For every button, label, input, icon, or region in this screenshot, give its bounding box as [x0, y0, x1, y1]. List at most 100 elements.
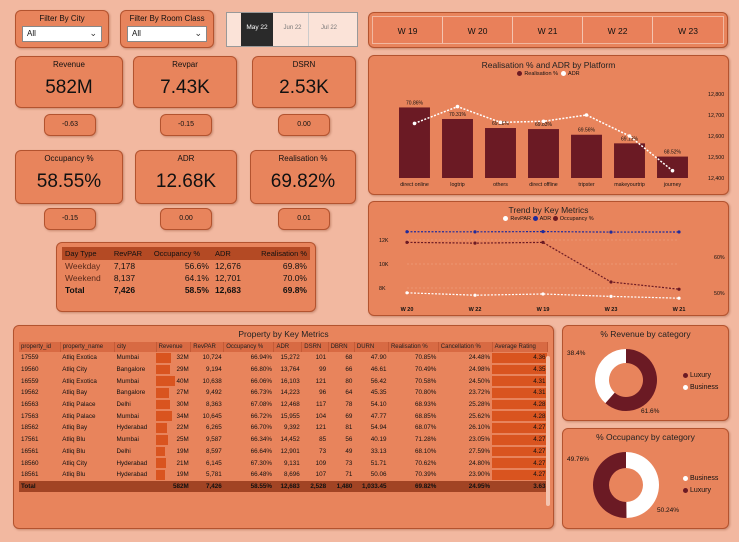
kpi-realisation-delta: 0.01 [278, 208, 330, 230]
column-header[interactable]: Cancellation % [438, 342, 493, 352]
data-bar [156, 446, 166, 457]
pie-slice[interactable] [626, 452, 659, 518]
table-row[interactable]: 16561 Atliq Blu Delhi 19M 8,597 66.64% 12,901 7… [19, 446, 548, 458]
week-w21[interactable]: W 21 [513, 17, 583, 43]
adr-point[interactable] [455, 104, 460, 109]
table-cell: 58.55% [223, 480, 274, 493]
month-jun[interactable]: Jun 22 [277, 13, 309, 46]
table-cell: 2,528 [301, 480, 329, 493]
series-point[interactable] [541, 230, 545, 234]
daytype-cell: 64.1% [184, 273, 209, 283]
table-cell: 7,426 [190, 480, 224, 493]
table-cell: 66.34% [250, 436, 272, 444]
series-point[interactable] [473, 241, 477, 245]
table-cell: 78 [345, 401, 353, 409]
column-header[interactable]: Average Rating [492, 342, 549, 352]
week-w20[interactable]: W 20 [443, 17, 513, 43]
week-w23[interactable]: W 23 [678, 26, 698, 36]
series-point[interactable] [609, 280, 613, 284]
table-row[interactable]: 17559 Atliq Exotica Mumbai 32M 10,724 66.94% 1… [19, 352, 548, 364]
bar[interactable] [399, 107, 430, 178]
table-cell: 66.73% [250, 389, 272, 397]
table-row[interactable]: 17561 Atliq Blu Mumbai 25M 9,587 66.34% 14,452… [19, 434, 548, 446]
city-dropdown[interactable]: All ⌄ [22, 26, 102, 42]
bar[interactable] [442, 118, 473, 178]
kpi-revpar-value: 7.43K [160, 77, 210, 98]
series-point[interactable] [609, 294, 613, 298]
cell-value: 29M [176, 366, 189, 374]
bar[interactable] [528, 129, 559, 178]
legend-label: Luxury [690, 487, 712, 494]
series-point[interactable] [677, 230, 681, 234]
series-point[interactable] [405, 291, 409, 295]
week-w22[interactable]: W 22 [583, 17, 653, 43]
table-row[interactable]: 19560 Atliq City Bangalore 29M 9,194 66.80% 13… [19, 364, 548, 376]
bar[interactable] [485, 128, 516, 178]
series-point[interactable] [541, 292, 545, 296]
series-point[interactable] [677, 296, 681, 300]
data-bar [156, 388, 169, 398]
cell-value: 4.35 [533, 366, 546, 374]
table-cell: 33.13 [370, 447, 387, 455]
kpi-revenue-name: Revenue [52, 60, 86, 69]
series-point[interactable] [677, 287, 681, 291]
kpi-occupancy-delta: -0.15 [44, 208, 96, 230]
table-cell [114, 480, 157, 493]
table-cell: Bangalore [116, 389, 146, 397]
room-class-dropdown[interactable]: All ⌄ [127, 26, 207, 42]
column-header[interactable]: RevPAR [190, 342, 225, 352]
series-point[interactable] [405, 230, 409, 234]
table-row[interactable]: 16563 Atliq Palace Delhi 30M 8,363 67.08% 12,4… [19, 399, 548, 411]
table-cell: 66.64% [250, 447, 272, 455]
table-row[interactable]: 17563 Atliq Palace Mumbai 34M 10,645 66.72% 15… [19, 410, 548, 422]
month-jul[interactable]: Jul 22 [320, 25, 337, 31]
cell-value: 19M [176, 471, 189, 479]
week-w19[interactable]: W 19 [373, 17, 443, 43]
data-label: 69.56% [578, 128, 596, 134]
column-header[interactable]: property_name [60, 342, 115, 352]
adr-point[interactable] [627, 134, 632, 138]
table-cell: 12,901 [280, 447, 300, 455]
legend-dot-icon [517, 71, 523, 77]
table-cell: 14,452 [280, 436, 300, 444]
column-header[interactable]: Revenue [156, 342, 192, 352]
table-row[interactable]: 18561 Atliq Blu Hyderabad 19M 5,781 66.48% 8,6… [19, 469, 548, 481]
adr-point[interactable] [584, 113, 589, 117]
bar[interactable] [571, 134, 602, 178]
column-header[interactable]: ADR [273, 342, 303, 352]
column-header[interactable]: property_id [19, 342, 61, 352]
pie-slice[interactable] [593, 452, 627, 518]
table-row[interactable]: 18562 Atliq Bay Hyderabad 22M 6,265 66.70% 9,3… [19, 422, 548, 434]
bar[interactable] [657, 156, 688, 178]
series-point[interactable] [473, 293, 477, 297]
series-point[interactable] [473, 230, 477, 234]
column-header[interactable]: Occupancy % [223, 342, 275, 352]
series-point[interactable] [609, 230, 613, 234]
bar[interactable] [614, 143, 645, 178]
column-header[interactable]: DSRN [301, 342, 329, 352]
x-tick-label: W 20 [401, 307, 414, 313]
daytype-cell: 7,178 [113, 261, 136, 271]
table-cell: 67.30% [250, 459, 272, 467]
kpi-revenue-value: 582M [45, 77, 93, 98]
table-scrollbar[interactable] [546, 356, 550, 506]
property-table: property_id property_name city Revenue RevPA… [19, 342, 549, 493]
month-may[interactable]: May 22 [241, 13, 273, 46]
table-cell: 18562 [21, 424, 39, 432]
series-point[interactable] [405, 240, 409, 244]
adr-point[interactable] [541, 119, 546, 124]
table-cell: 23.05% [468, 436, 491, 444]
adr-point[interactable] [498, 120, 503, 125]
series-point[interactable] [541, 240, 545, 244]
adr-point[interactable] [670, 168, 675, 173]
pie-slice[interactable] [605, 349, 657, 411]
adr-point[interactable] [412, 121, 417, 126]
table-row[interactable]: 19562 Atliq Bay Bangalore 27M 9,492 66.73% 14,… [19, 387, 548, 399]
table-row[interactable]: 16559 Atliq Exotica Mumbai 40M 10,638 66.06% 1… [19, 375, 548, 387]
column-header[interactable]: DURN [354, 342, 389, 352]
column-header[interactable]: city [114, 342, 157, 352]
column-header[interactable]: DBRN [328, 342, 355, 352]
table-row[interactable]: 18560 Atliq City Hyderabad 21M 6,145 67.30% 9,… [19, 457, 548, 469]
pie-slice[interactable] [595, 349, 626, 404]
column-header[interactable]: Realisation % [388, 342, 439, 352]
